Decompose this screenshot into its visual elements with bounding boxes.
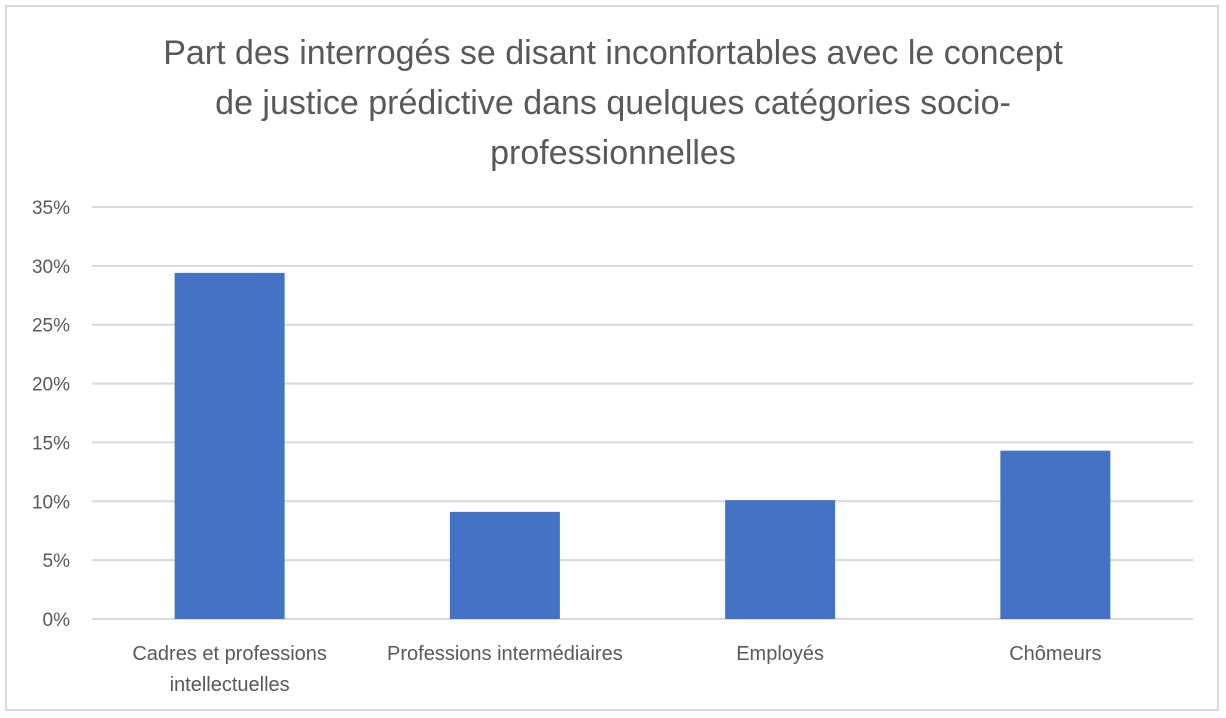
chart-title-line-2: de justice prédictive dans quelques caté… <box>215 84 1011 122</box>
y-tick-label-35: 35% <box>32 198 70 219</box>
bar-1 <box>449 511 560 619</box>
y-tick-label-10: 10% <box>32 492 70 513</box>
x-category-label-2: Employés <box>736 643 824 665</box>
chart-title-line-1: Part des interrogés se disant inconforta… <box>163 34 1063 72</box>
bar-3 <box>1000 450 1111 619</box>
chart-title-line-3: professionnelles <box>490 134 736 172</box>
x-category-label-3-line-0: Chômeurs <box>1009 643 1101 665</box>
x-category-label-0: Cadres et professions intellectuelles <box>132 643 327 696</box>
y-tick-label-25: 25% <box>32 316 70 337</box>
x-axis-category-labels: Cadres et professions intellectuelles Prof… <box>132 643 1101 696</box>
x-category-label-2-line-0: Employés <box>736 643 824 665</box>
x-category-label-0-line-0: Cadres et professions <box>132 643 327 665</box>
y-axis-tick-labels: 0% 5% 10% 15% 20% 25% 30% 35% <box>32 198 70 631</box>
x-category-label-1-line-0: Professions intermédiaires <box>387 643 623 665</box>
x-category-label-0-line-1: intellectuelles <box>170 674 290 696</box>
bar-0 <box>174 272 285 619</box>
y-tick-label-15: 15% <box>32 433 70 454</box>
y-tick-label-30: 30% <box>32 257 70 278</box>
bar-2 <box>725 500 836 619</box>
chart-title: Part des interrogés se disant inconforta… <box>0 28 1226 178</box>
y-tick-label-5: 5% <box>43 551 71 572</box>
bars <box>174 272 1111 619</box>
y-tick-label-0: 0% <box>43 610 71 631</box>
y-tick-label-20: 20% <box>32 375 70 396</box>
x-category-label-3: Chômeurs <box>1009 643 1101 665</box>
x-category-label-1: Professions intermédiaires <box>387 643 623 665</box>
